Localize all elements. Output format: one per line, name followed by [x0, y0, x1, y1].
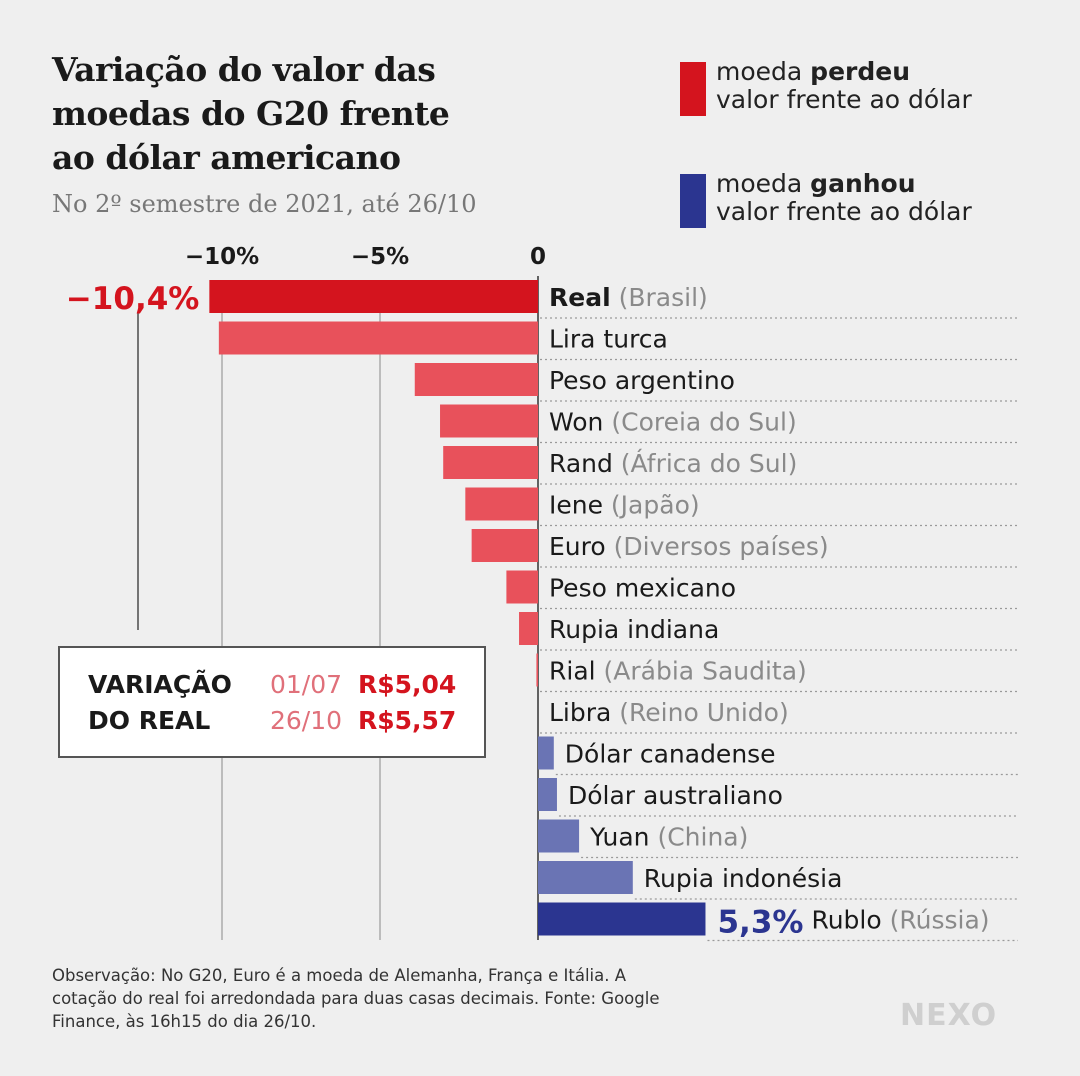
category-label-9: Rial (Arábia Saudita): [549, 657, 807, 686]
category-name-3: Won: [549, 408, 603, 437]
bar-2: [414, 363, 538, 396]
category-name-2: Peso argentino: [549, 366, 735, 395]
x-tick-label-0: −10%: [185, 244, 259, 270]
category-name-13: Yuan: [589, 823, 649, 852]
real-variation-callout: VARIAÇÃO DO REAL 01/07 R$5,04 26/10 R$5,…: [58, 646, 486, 758]
category-label-10: Libra (Reino Unido): [549, 698, 789, 727]
category-label-12: Dólar australiano: [568, 781, 783, 810]
bar-4: [443, 446, 538, 479]
chart-subtitle: No 2º semestre de 2021, até 26/10: [52, 190, 477, 218]
bar-14: [538, 861, 633, 894]
category-name-9: Rial: [549, 657, 596, 686]
category-label-1: Lira turca: [549, 325, 668, 354]
category-name-8: Rupia indiana: [549, 615, 719, 644]
category-country-15: (Rússia): [882, 906, 990, 935]
legend-lost-line2: valor frente ao dólar: [716, 85, 972, 114]
category-label-5: Iene (Japão): [549, 491, 700, 520]
value-label-15: 5,3%: [717, 905, 803, 941]
title-line-3: ao dólar americano: [52, 138, 401, 177]
category-country-4: (África do Sul): [613, 449, 797, 478]
category-label-4: Rand (África do Sul): [549, 449, 797, 478]
footnote: Observação: No G20, Euro é a moeda de Al…: [52, 966, 660, 1031]
category-name-6: Euro: [549, 532, 606, 561]
bar-3: [440, 404, 538, 438]
category-name-1: Lira turca: [549, 325, 668, 354]
category-country-3: (Coreia do Sul): [603, 408, 796, 437]
bar-9: [536, 653, 538, 687]
category-name-14: Rupia indonésia: [644, 864, 843, 893]
value-label-0: −10,4%: [66, 281, 200, 317]
category-label-0: Real (Brasil): [549, 283, 708, 312]
bar-7: [506, 570, 538, 604]
bar-8: [519, 612, 538, 645]
legend-item-lost: moeda perdeu valor frente ao dólar: [680, 58, 972, 116]
category-label-11: Dólar canadense: [565, 740, 776, 769]
category-country-13: (China): [650, 823, 749, 852]
category-country-10: (Reino Unido): [611, 698, 788, 727]
x-tick-label-1: −5%: [351, 244, 409, 270]
category-name-10: Libra: [549, 698, 611, 727]
callout-date-2: 26/10: [270, 706, 343, 735]
legend-swatch-lost: [680, 62, 706, 116]
legend-text-gained: moeda ganhou valor frente ao dólar: [716, 170, 972, 226]
bar-1: [218, 321, 538, 355]
category-name-15: Rublo: [811, 906, 881, 935]
legend-gained-prefix: moeda: [716, 169, 811, 198]
category-name-0: Real: [549, 283, 611, 312]
category-label-3: Won (Coreia do Sul): [549, 408, 797, 437]
legend-item-gained: moeda ganhou valor frente ao dólar: [680, 170, 972, 228]
callout-price-2: R$5,57: [358, 706, 457, 735]
chart-title: Variação do valor das moedas do G20 fren…: [52, 48, 572, 180]
legend-lost-bold: perdeu: [810, 57, 911, 86]
bar-15: [538, 902, 706, 936]
legend-lost-prefix: moeda: [716, 57, 811, 86]
callout-date-1: 01/07: [270, 670, 343, 699]
bar-12: [538, 778, 557, 811]
legend-gained-line2: valor frente ao dólar: [716, 197, 972, 226]
bar-13: [538, 819, 580, 853]
category-name-12: Dólar australiano: [568, 781, 783, 810]
category-name-4: Rand: [549, 449, 613, 478]
legend-gained-bold: ganhou: [810, 169, 916, 198]
category-label-6: Euro (Diversos países): [549, 532, 829, 561]
legend-swatch-gained: [680, 174, 706, 228]
nexo-logo: NEXO: [900, 998, 998, 1033]
category-label-15: Rublo (Rússia): [811, 906, 989, 935]
x-tick-label-2: 0: [530, 244, 546, 270]
category-name-11: Dólar canadense: [565, 740, 776, 769]
category-name-7: Peso mexicano: [549, 574, 736, 603]
category-name-5: Iene: [549, 491, 603, 520]
callout-label-line1: VARIAÇÃO: [88, 670, 232, 699]
bar-5: [465, 487, 538, 521]
bar-6: [471, 529, 538, 562]
category-country-0: (Brasil): [611, 283, 708, 312]
bar-0: [209, 280, 539, 313]
bar-11: [538, 736, 554, 770]
category-label-8: Rupia indiana: [549, 615, 719, 644]
callout-price-1: R$5,04: [358, 670, 457, 699]
category-country-9: (Arábia Saudita): [596, 657, 807, 686]
category-label-7: Peso mexicano: [549, 574, 736, 603]
category-country-5: (Japão): [603, 491, 700, 520]
title-line-2: moedas do G20 frente: [52, 94, 450, 133]
category-label-14: Rupia indonésia: [644, 864, 843, 893]
category-country-6: (Diversos países): [606, 532, 829, 561]
category-label-13: Yuan (China): [589, 823, 748, 852]
legend-text-lost: moeda perdeu valor frente ao dólar: [716, 58, 972, 114]
callout-label-line2: DO REAL: [88, 706, 211, 735]
category-label-2: Peso argentino: [549, 366, 735, 395]
title-line-1: Variação do valor das: [52, 50, 436, 89]
